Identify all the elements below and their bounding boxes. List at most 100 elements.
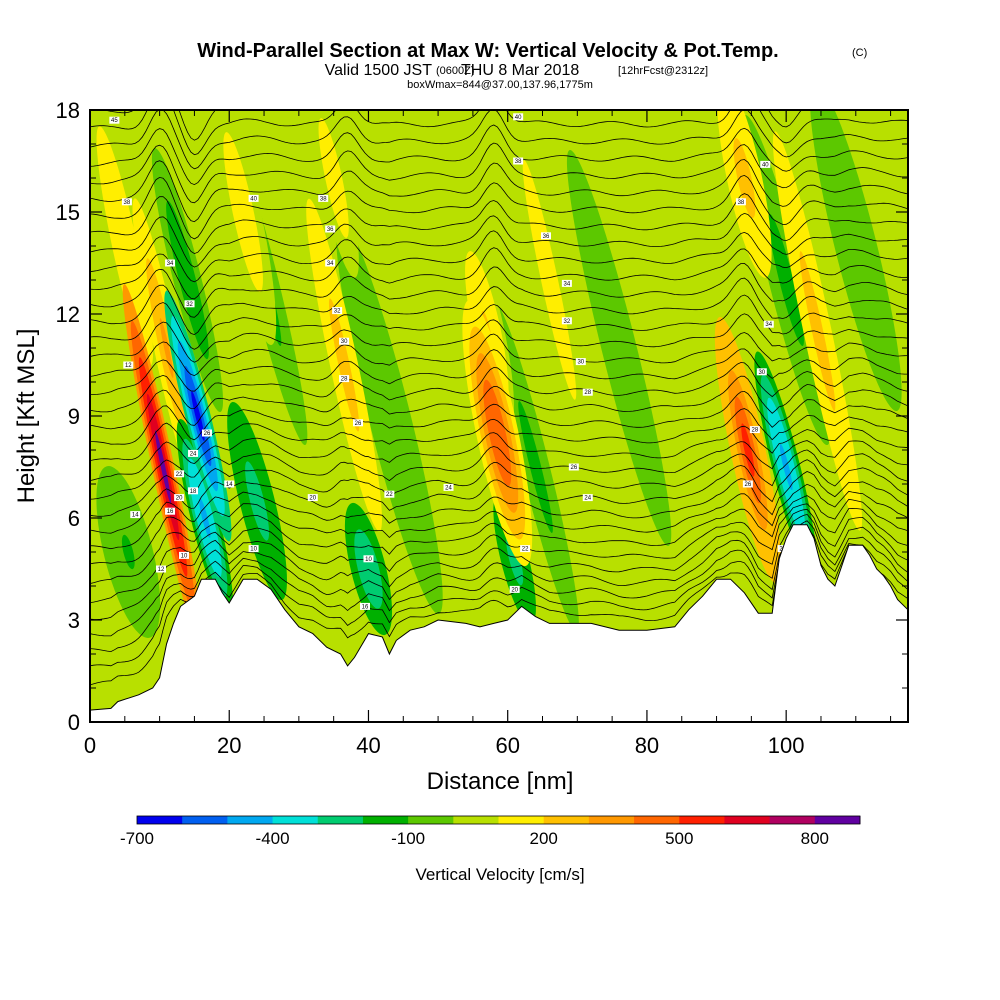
velocity-level bbox=[846, 212, 865, 280]
isentrope-label: 30 bbox=[575, 358, 586, 366]
isentrope-value: 32 bbox=[186, 302, 193, 308]
colorbar-swatch bbox=[588, 816, 635, 824]
isentrope-label: 22 bbox=[174, 470, 185, 478]
x-tick-label: 20 bbox=[217, 733, 241, 758]
isentrope-label: 36 bbox=[325, 225, 336, 233]
isentrope-label: 32 bbox=[332, 307, 343, 315]
isentrope-line bbox=[90, 513, 908, 637]
isentrope-label: 12 bbox=[156, 565, 167, 573]
isentrope-value: 18 bbox=[190, 489, 197, 495]
isentrope-line bbox=[90, 375, 908, 430]
isentrope-label: 14 bbox=[130, 511, 141, 519]
isentrope-line bbox=[90, 449, 908, 517]
velocity-level bbox=[328, 158, 339, 198]
isentrope-line bbox=[90, 110, 908, 156]
isentrope-label: 16 bbox=[359, 602, 370, 610]
isentrope-label: 32 bbox=[561, 317, 572, 325]
chart-title: Wind-Parallel Section at Max W: Vertical… bbox=[197, 40, 778, 62]
forecast-label: [12hrFcst@2312z] bbox=[618, 65, 708, 77]
colorbar-swatch bbox=[408, 816, 454, 824]
velocity-level bbox=[115, 206, 135, 286]
isentrope-label: 28 bbox=[582, 388, 593, 396]
isentrope-value: 38 bbox=[515, 159, 522, 165]
isentrope-value: 30 bbox=[758, 370, 765, 376]
isentrope-label: 12 bbox=[123, 361, 134, 369]
isentrope-label: 26 bbox=[353, 419, 364, 427]
x-tick-label: 80 bbox=[635, 733, 659, 758]
isentrope-value: 10 bbox=[250, 547, 257, 553]
velocity-plume bbox=[504, 110, 595, 480]
isentrope-line bbox=[90, 110, 908, 170]
isentrope-line bbox=[90, 277, 908, 336]
isentrope-value: 22 bbox=[176, 472, 183, 478]
terrain bbox=[90, 524, 908, 722]
y-tick-label: 6 bbox=[68, 506, 80, 531]
isentrope-value: 36 bbox=[543, 234, 550, 240]
isentrope-value: 26 bbox=[355, 421, 362, 427]
isentrope-value: 28 bbox=[341, 377, 348, 383]
isentrope-line bbox=[90, 471, 908, 550]
isentrope-label: 26 bbox=[742, 480, 753, 488]
isentrope-line bbox=[90, 212, 908, 268]
colorbar-swatch bbox=[769, 816, 816, 824]
velocity-level bbox=[199, 498, 211, 538]
isentrope-label: 38 bbox=[513, 157, 524, 165]
y-tick-label: 9 bbox=[68, 404, 80, 429]
isentrope-value: 38 bbox=[738, 200, 745, 206]
velocity-plume bbox=[492, 302, 579, 632]
x-tick-label: 0 bbox=[84, 733, 96, 758]
velocity-plume bbox=[151, 147, 224, 413]
velocity-level bbox=[526, 434, 545, 500]
isentrope-line bbox=[90, 262, 908, 318]
isentrope-label: 32 bbox=[184, 300, 195, 308]
isentrope-value: 40 bbox=[515, 115, 522, 121]
isentrope-label: 10 bbox=[363, 555, 374, 563]
isentrope-label: 22 bbox=[384, 490, 395, 498]
isentrope-label: 24 bbox=[582, 494, 593, 502]
isentrope-value: 10 bbox=[181, 553, 188, 559]
y-tick-label: 15 bbox=[56, 200, 80, 225]
valid-utc-label: (0600Z) bbox=[436, 65, 475, 77]
isentrope-value: 22 bbox=[522, 547, 529, 553]
isentrope-value: 32 bbox=[564, 319, 571, 325]
y-axis-label: Height [Kft MSL] bbox=[13, 329, 40, 504]
isentrope-value: 26 bbox=[204, 431, 211, 437]
colorbar-swatch bbox=[498, 816, 545, 824]
isentrope-value: 36 bbox=[327, 227, 334, 233]
isentrope-value: 38 bbox=[320, 196, 327, 202]
colorbar-swatch bbox=[137, 816, 183, 824]
velocity-level bbox=[191, 390, 205, 442]
velocity-level bbox=[540, 240, 559, 320]
isentrope-value: 34 bbox=[327, 261, 334, 267]
velocity-level bbox=[779, 443, 793, 491]
isentrope-value: 45 bbox=[111, 118, 118, 124]
isentrope-label: 34 bbox=[561, 279, 572, 287]
colorbar-swatch bbox=[362, 816, 409, 824]
velocity-plume bbox=[772, 131, 863, 531]
isentrope-label: 20 bbox=[509, 585, 520, 593]
box-info-label: boxWmax=844@37.00,137.96,1775m bbox=[407, 79, 593, 91]
isentrope-value: 20 bbox=[176, 496, 183, 502]
y-tick-label: 3 bbox=[68, 608, 80, 633]
velocity-field bbox=[90, 110, 902, 650]
isentrope-value: 34 bbox=[765, 322, 772, 328]
isentrope-value: 20 bbox=[309, 496, 316, 502]
isentrope-value: 40 bbox=[762, 162, 769, 168]
isentrope-value: 16 bbox=[167, 509, 174, 515]
isentrope-value: 26 bbox=[745, 482, 752, 488]
isentrope-label: 45 bbox=[109, 116, 120, 124]
isentrope-label: 20 bbox=[307, 494, 318, 502]
isentrope-value: 32 bbox=[334, 309, 341, 315]
isentrope-value: 14 bbox=[226, 482, 233, 488]
isentrope-line bbox=[90, 534, 908, 686]
isentrope-label: 24 bbox=[443, 483, 454, 491]
colorbar-label: Vertical Velocity [cm/s] bbox=[415, 865, 584, 884]
x-tick-label: 60 bbox=[495, 733, 519, 758]
isentrope-line bbox=[90, 193, 908, 255]
colorbar-swatch bbox=[724, 816, 771, 824]
isentrope-value: 16 bbox=[362, 604, 369, 610]
isentrope-line bbox=[90, 503, 908, 603]
isentrope-line bbox=[90, 390, 908, 445]
velocity-level bbox=[251, 481, 264, 521]
